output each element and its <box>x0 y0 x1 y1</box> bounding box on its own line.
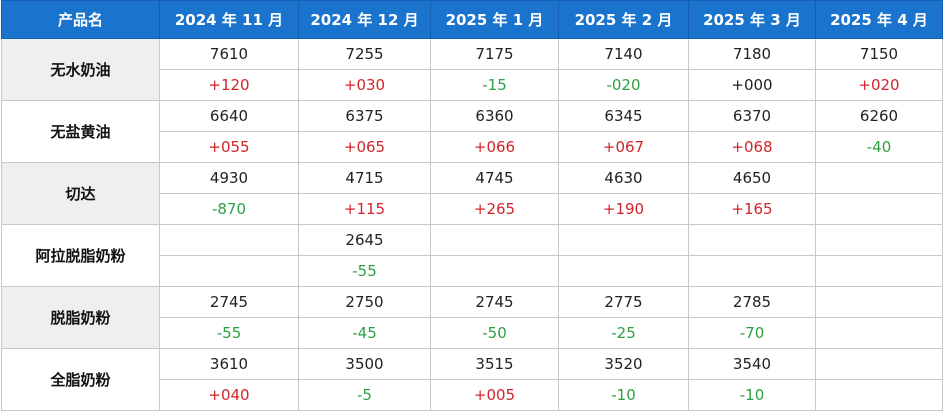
product-name: 无盐黄油 <box>1 100 160 163</box>
change-cell: -25 <box>558 317 689 349</box>
price-cell: 2745 <box>159 286 299 318</box>
table-body: 无水奶油 7610 7255 7175 7140 7180 7150 +120 +030 -15-… <box>1 38 943 411</box>
change-cell: -020 <box>558 69 689 101</box>
product-name: 全脂奶粉 <box>1 348 160 411</box>
price-cell: 6360 <box>430 100 559 132</box>
change-cell <box>159 255 299 287</box>
price-cell: 4630 <box>558 162 689 194</box>
change-cell: -15 <box>430 69 559 101</box>
change-cell: +065 <box>298 131 431 163</box>
price-cell <box>815 162 943 194</box>
change-cell <box>815 317 943 349</box>
price-row: 全脂奶粉 3610 3500 3515 3520 3540 <box>1 348 943 411</box>
header-cell: 2025 年 1 月 <box>430 0 559 39</box>
price-cell: 7180 <box>688 38 816 70</box>
change-cell: +190 <box>558 193 689 225</box>
change-cell: -10 <box>558 379 689 411</box>
header-cell: 2025 年 2 月 <box>558 0 689 39</box>
price-cell: 6370 <box>688 100 816 132</box>
price-cell: 3520 <box>558 348 689 380</box>
price-cell: 3540 <box>688 348 816 380</box>
price-cell: 7140 <box>558 38 689 70</box>
product-name: 切达 <box>1 162 160 225</box>
price-cell: 7610 <box>159 38 299 70</box>
price-cell: 3610 <box>159 348 299 380</box>
price-cell: 4930 <box>159 162 299 194</box>
price-cell: 2775 <box>558 286 689 318</box>
change-cell: -5 <box>298 379 431 411</box>
price-row: 脱脂奶粉 2745 2750 2745 2775 2785 <box>1 286 943 349</box>
change-row: +120 +030 -15 -020 +000 +020 <box>2 69 943 101</box>
price-cell <box>558 224 689 256</box>
price-cell: 2750 <box>298 286 431 318</box>
price-cell: 7175 <box>430 38 559 70</box>
price-cell <box>815 224 943 256</box>
change-cell <box>815 379 943 411</box>
change-cell: +165 <box>688 193 816 225</box>
change-cell: +265 <box>430 193 559 225</box>
change-cell: +040 <box>159 379 299 411</box>
change-cell: -55 <box>298 255 431 287</box>
change-cell: +120 <box>159 69 299 101</box>
change-row: -55 <box>2 255 943 287</box>
price-cell: 6260 <box>815 100 943 132</box>
change-cell <box>815 255 943 287</box>
price-cell <box>430 224 559 256</box>
price-cell: 7255 <box>298 38 431 70</box>
header-cell: 2024 年 12 月 <box>298 0 431 39</box>
product-name: 脱脂奶粉 <box>1 286 160 349</box>
change-cell: +020 <box>815 69 943 101</box>
change-cell: -45 <box>298 317 431 349</box>
price-cell <box>159 224 299 256</box>
price-row: 切达 4930 4715 4745 4630 4650 <box>1 162 943 225</box>
change-cell: +005 <box>430 379 559 411</box>
price-cell: 4715 <box>298 162 431 194</box>
price-cell: 3515 <box>430 348 559 380</box>
price-row: 无水奶油 7610 7255 7175 7140 7180 7150 <box>1 38 943 101</box>
price-row: 阿拉脱脂奶粉 2645 <box>1 224 943 287</box>
price-cell: 7150 <box>815 38 943 70</box>
change-cell: +115 <box>298 193 431 225</box>
change-cell <box>815 193 943 225</box>
change-cell: -50 <box>430 317 559 349</box>
header-cell: 产品名 <box>1 0 160 39</box>
price-row: 无盐黄油 6640 6375 6360 6345 6370 6260 <box>1 100 943 163</box>
change-cell: -55 <box>159 317 299 349</box>
price-cell: 2785 <box>688 286 816 318</box>
change-cell: -10 <box>688 379 816 411</box>
price-cell: 2745 <box>430 286 559 318</box>
change-row: +055 +065 +066 +067 +068 -40 <box>2 131 943 163</box>
change-cell: +000 <box>688 69 816 101</box>
header-cell: 2025 年 3 月 <box>688 0 816 39</box>
price-cell: 4650 <box>688 162 816 194</box>
header-cell: 2025 年 4 月 <box>815 0 943 39</box>
price-cell: 6640 <box>159 100 299 132</box>
change-cell: +030 <box>298 69 431 101</box>
header-row: 产品名 2024 年 11 月 2024 年 12 月 2025 年 1 月 2025 … <box>1 0 943 39</box>
change-cell <box>688 255 816 287</box>
change-cell <box>558 255 689 287</box>
price-cell: 3500 <box>298 348 431 380</box>
change-cell: -70 <box>688 317 816 349</box>
change-cell: -40 <box>815 131 943 163</box>
change-cell: -870 <box>159 193 299 225</box>
price-cell: 2645 <box>298 224 431 256</box>
price-cell: 4745 <box>430 162 559 194</box>
product-name: 阿拉脱脂奶粉 <box>1 224 160 287</box>
change-cell <box>430 255 559 287</box>
change-cell: +055 <box>159 131 299 163</box>
change-row: -870 +115 +265 +190 +165 <box>2 193 943 225</box>
change-cell: +068 <box>688 131 816 163</box>
price-cell: 6345 <box>558 100 689 132</box>
product-name: 无水奶油 <box>1 38 160 101</box>
price-cell <box>688 224 816 256</box>
price-cell <box>815 286 943 318</box>
price-cell: 6375 <box>298 100 431 132</box>
header-cell: 2024 年 11 月 <box>159 0 299 39</box>
change-cell: +067 <box>558 131 689 163</box>
change-row: +040 -5 +005 -10 -10 <box>2 379 943 411</box>
price-cell <box>815 348 943 380</box>
change-cell: +066 <box>430 131 559 163</box>
